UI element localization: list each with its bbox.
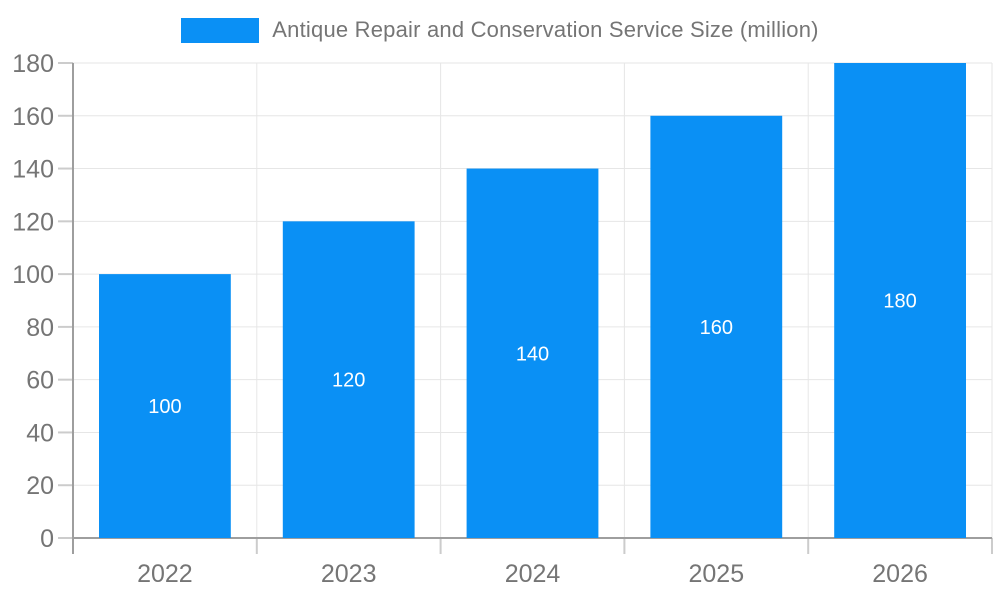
x-tick-label: 2023 bbox=[321, 560, 377, 588]
y-tick-label: 0 bbox=[40, 525, 54, 553]
legend-label: Antique Repair and Conservation Service … bbox=[272, 17, 819, 42]
x-tick-label: 2024 bbox=[505, 560, 561, 588]
y-tick-label: 100 bbox=[12, 261, 54, 289]
bar-value-label: 100 bbox=[148, 396, 181, 418]
bar-2024 bbox=[466, 168, 599, 539]
y-tick-label: 120 bbox=[12, 208, 54, 236]
bar-2026 bbox=[834, 63, 966, 538]
bar-value-label: 120 bbox=[332, 370, 365, 392]
y-tick-label: 40 bbox=[26, 419, 54, 447]
legend-swatch bbox=[181, 17, 260, 43]
bar-2023 bbox=[282, 221, 415, 539]
x-tick-label: 2022 bbox=[137, 560, 193, 588]
y-tick-label: 140 bbox=[12, 156, 54, 184]
bar-2025 bbox=[650, 115, 783, 539]
bar-value-label: 160 bbox=[700, 317, 733, 339]
y-tick-label: 180 bbox=[12, 50, 54, 78]
y-tick-label: 80 bbox=[26, 314, 54, 342]
y-tick-label: 20 bbox=[26, 472, 54, 500]
bar-value-label: 140 bbox=[516, 343, 549, 365]
bar-value-label: 180 bbox=[883, 291, 916, 313]
x-tick-label: 2025 bbox=[688, 560, 744, 588]
y-tick-label: 60 bbox=[26, 367, 54, 395]
bar-2022 bbox=[99, 274, 231, 538]
legend: Antique Repair and Conservation Service … bbox=[0, 17, 1000, 43]
x-tick-label: 2026 bbox=[872, 560, 928, 588]
y-tick-label: 160 bbox=[12, 103, 54, 131]
